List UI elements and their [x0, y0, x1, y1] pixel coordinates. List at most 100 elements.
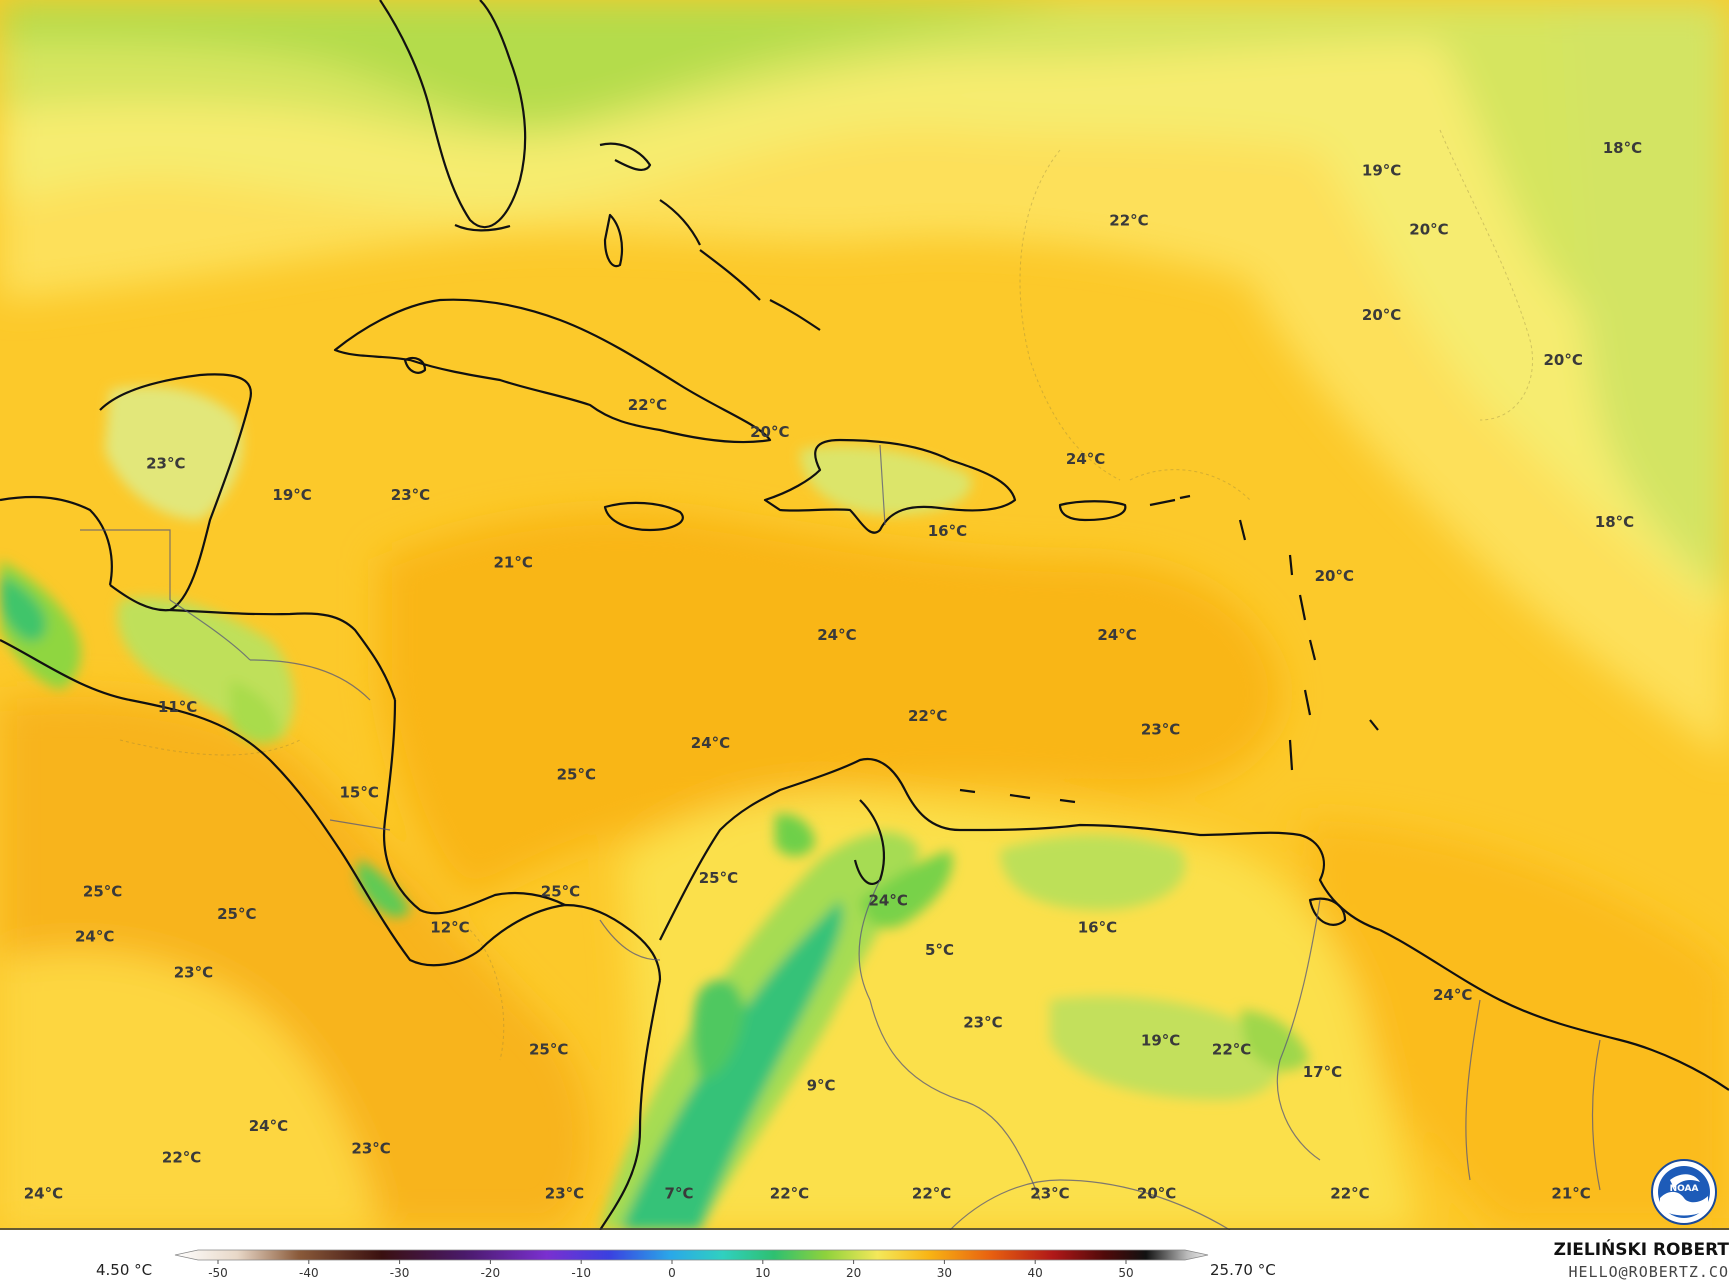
temperature-label: 20°C: [750, 423, 789, 441]
temperature-label: 25°C: [217, 905, 256, 923]
east-lightgreen: [1560, 0, 1729, 600]
caribbean-warm: [380, 512, 1281, 900]
temperature-label: 24°C: [691, 734, 730, 752]
puerto-rico-coast: [1058, 500, 1127, 522]
lesser-antilles: [1238, 519, 1379, 771]
bahamas-chain: [699, 249, 821, 331]
colombia-pacific-coast: [599, 979, 662, 1230]
sierra-nevada-core: [775, 814, 815, 857]
temperature-label: 20°C: [1315, 567, 1354, 585]
temperature-colorbar: -50 -40 -30 -20 -10 0 10 20 30 40 50: [174, 1249, 1209, 1280]
temperature-label: 25°C: [83, 883, 122, 901]
noaa-logo-icon: NOAA: [1651, 1159, 1717, 1225]
border-nicaragua-costarica: [329, 819, 391, 831]
andes-core: [620, 900, 843, 1230]
temperature-label: 20°C: [1544, 351, 1583, 369]
panama-coast: [479, 903, 662, 981]
legend-min-value: 4.50 °C: [96, 1261, 153, 1279]
florida-coast: [379, 0, 527, 228]
temperature-label: 24°C: [75, 928, 114, 946]
temperature-label: 22°C: [1212, 1040, 1251, 1058]
temperature-label: 22°C: [628, 396, 667, 414]
temperature-label: 24°C: [1097, 626, 1136, 644]
border-panama-colombia: [599, 919, 661, 961]
temperature-label: 19°C: [272, 486, 311, 504]
temperature-label: 16°C: [928, 522, 967, 540]
hispaniola-coast: [763, 438, 1017, 534]
colorbar-tick-label: -50: [208, 1266, 228, 1280]
guiana-coast: [1379, 929, 1729, 1091]
temperature-label: 25°C: [529, 1040, 568, 1058]
colorbar-tick-label: -40: [299, 1266, 319, 1280]
temperature-label: 22°C: [770, 1185, 809, 1203]
colorbar-tick-label: 50: [1118, 1266, 1133, 1280]
temperature-label: 25°C: [699, 869, 738, 887]
contour-1: [1439, 129, 1534, 421]
temperature-label: 18°C: [1603, 139, 1642, 157]
bahamas-eleuthera: [659, 199, 701, 246]
temperature-label: 23°C: [174, 964, 213, 982]
coastlines: [0, 0, 1729, 1230]
temperature-label: 23°C: [146, 455, 185, 473]
colombia-caribbean-coast: [659, 757, 1381, 941]
map-area: 18°C 19°C 20°C 20°C 20°C 22°C 22°C 20°C 24°C 23°C…: [0, 0, 1729, 1230]
border-suriname-fguiana: [1591, 1039, 1601, 1191]
contour-5: [1129, 469, 1251, 501]
temperature-label: 20°C: [1137, 1185, 1176, 1203]
honduras-coast: [169, 608, 397, 701]
temperature-label: 23°C: [963, 1013, 1002, 1031]
border-guatemala-honduras: [169, 599, 251, 661]
temperature-label: 25°C: [541, 883, 580, 901]
yucatan-coast: [99, 373, 253, 612]
colorbar-tick-label: 0: [668, 1266, 676, 1280]
temperature-label: 22°C: [908, 707, 947, 725]
temperature-label: 24°C: [249, 1117, 288, 1135]
noaa-logo-text: NOAA: [1670, 1184, 1699, 1194]
honduras-highland: [230, 680, 280, 744]
temperature-label: 24°C: [1066, 450, 1105, 468]
temperature-label: 20°C: [1362, 306, 1401, 324]
temperature-label: 24°C: [817, 626, 856, 644]
colorbar-tick-label: -20: [481, 1266, 501, 1280]
north-band-yellow: [0, 0, 1729, 620]
aruba-curacao: [959, 788, 1076, 804]
temperature-labels: 18°C 19°C 20°C 20°C 20°C 22°C 22°C 20°C 24°C 23°C…: [24, 139, 1642, 1202]
maracaibo: [853, 799, 885, 885]
temperature-label: 7°C: [665, 1185, 694, 1203]
temperature-label: 23°C: [545, 1185, 584, 1203]
temperature-label: 5°C: [925, 941, 954, 959]
temperature-label: 23°C: [391, 486, 430, 504]
border-venezuela-guyana: [1276, 899, 1321, 1161]
temperature-label: 19°C: [1362, 162, 1401, 180]
colorbar-tick-label: -10: [571, 1266, 591, 1280]
temperature-label: 24°C: [24, 1185, 63, 1203]
colorbar-ticks: -50 -40 -30 -20 -10 0 10 20 30 40 50: [208, 1260, 1134, 1280]
temperature-label: 17°C: [1303, 1063, 1342, 1081]
colorbar-tick-label: -30: [390, 1266, 410, 1280]
temperature-label: 12°C: [430, 919, 469, 937]
temperature-label: 16°C: [1078, 919, 1117, 937]
legend-max-value: 25.70 °C: [1210, 1261, 1276, 1279]
temperature-label: 21°C: [494, 554, 533, 572]
pacific-south-mild: [0, 950, 380, 1230]
temperature-map: 18°C 19°C 20°C 20°C 20°C 22°C 22°C 20°C 24°C 23°C…: [0, 0, 1729, 1230]
temperature-label: 18°C: [1595, 513, 1634, 531]
florida-keys: [454, 223, 511, 232]
guiana-highland: [1050, 996, 1281, 1100]
colorbar-tick-label: 10: [755, 1266, 770, 1280]
mexico-gulf-coast: [0, 495, 113, 586]
temperature-label: 21°C: [1551, 1185, 1590, 1203]
colorbar-bar: [174, 1249, 1209, 1261]
atlantic-south-warm: [1300, 820, 1729, 1230]
north-band-green: [0, 0, 1080, 120]
border-honduras-nicaragua: [249, 659, 371, 701]
nicaragua-costa-rica-coast: [383, 699, 566, 915]
temperature-label: 24°C: [1433, 986, 1472, 1004]
colorbar-tick-label: 20: [846, 1266, 861, 1280]
temperature-label: 25°C: [557, 766, 596, 784]
temperature-label: 24°C: [869, 892, 908, 910]
border-haiti-dr: [879, 444, 886, 526]
mexico-highland-core: [0, 575, 47, 642]
temperature-label: 22°C: [1109, 211, 1148, 229]
temperature-label: 15°C: [340, 784, 379, 802]
